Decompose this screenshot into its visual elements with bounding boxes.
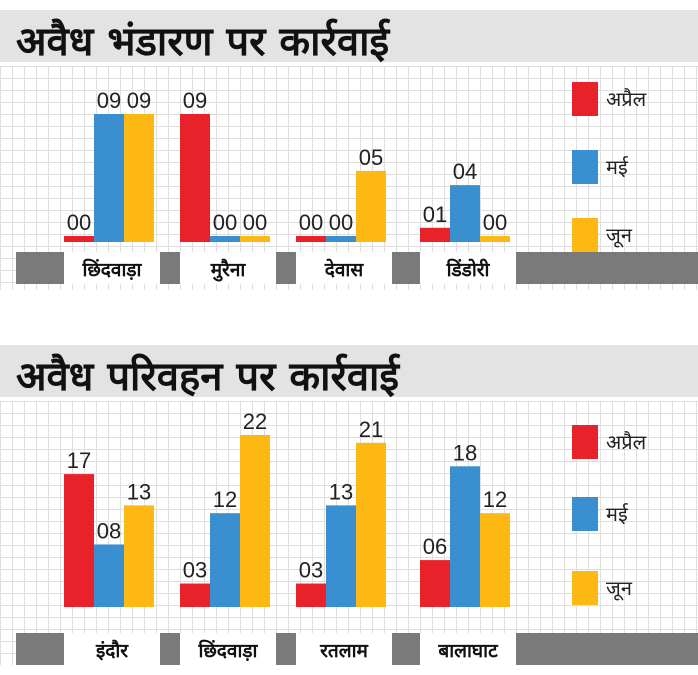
storage-category-box-0 bbox=[64, 252, 160, 284]
transport-value-label-may-3: 18 bbox=[453, 440, 477, 465]
storage-value-label-may-3: 04 bbox=[453, 159, 477, 184]
transport-bar-june-1 bbox=[240, 435, 270, 607]
transport-bar-june-2 bbox=[356, 442, 386, 607]
storage-action-panel: अवैध भंडारण पर कार्रवाई 00 09 00 01 09 00 00 04… bbox=[0, 0, 698, 335]
storage-value-label-june-1: 00 bbox=[243, 210, 267, 235]
transport-bar-chart: 17 03 03 06 08 12 13 18 13 22 21 12 इंदौर छिंदवाड़ा रत… bbox=[16, 409, 698, 665]
storage-legend-swatch-may bbox=[572, 150, 598, 184]
transport-value-label-may-0: 08 bbox=[97, 518, 121, 543]
storage-bar-june-3 bbox=[480, 236, 510, 242]
transport-value-label-june-1: 22 bbox=[243, 409, 267, 434]
storage-category-label-1: मुरैना bbox=[210, 258, 247, 282]
transport-category-box-0 bbox=[64, 633, 160, 665]
transport-legend-swatch-may bbox=[572, 497, 598, 531]
storage-value-label-april-1: 09 bbox=[183, 88, 207, 113]
storage-title-band: अवैध भंडारण पर कार्रवाई bbox=[0, 10, 698, 65]
storage-legend-swatch-june bbox=[572, 218, 598, 252]
transport-value-label-june-2: 21 bbox=[359, 417, 383, 442]
transport-bar-june-3 bbox=[480, 513, 510, 607]
transport-bar-may-1 bbox=[210, 513, 240, 607]
transport-category-box-3 bbox=[420, 633, 516, 665]
transport-legend-label-may: मई bbox=[606, 502, 629, 526]
transport-value-label-may-2: 13 bbox=[329, 479, 353, 504]
storage-value-label-may-1: 00 bbox=[213, 210, 237, 235]
transport-value-label-april-1: 03 bbox=[183, 558, 207, 583]
transport-plot-area: 17 03 03 06 08 12 13 18 13 22 21 12 इंदौर छिंदवाड़ा रत… bbox=[0, 401, 698, 665]
transport-value-label-april-0: 17 bbox=[67, 448, 91, 473]
storage-category-label-3: डिंडोरी bbox=[446, 258, 491, 281]
storage-bar-april-0 bbox=[64, 236, 94, 242]
transport-legend-label-april: अप्रैल bbox=[606, 430, 647, 454]
storage-plot-area: 00 09 00 01 09 00 00 04 09 00 05 00 छिंदवाड़ा मुरैना द… bbox=[0, 66, 698, 290]
transport-bar-april-1 bbox=[180, 583, 210, 607]
transport-bar-april-0 bbox=[64, 474, 94, 607]
storage-value-label-may-0: 09 bbox=[97, 88, 121, 113]
transport-bar-may-2 bbox=[326, 505, 356, 607]
transport-legend-swatch-june bbox=[572, 571, 598, 605]
storage-legend-label-may: मई bbox=[606, 155, 629, 179]
transport-bar-april-3 bbox=[420, 560, 450, 607]
storage-category-label-2: देवास bbox=[324, 258, 365, 281]
storage-bar-april-3 bbox=[420, 227, 450, 242]
transport-value-label-june-0: 13 bbox=[127, 479, 151, 504]
transport-bar-may-0 bbox=[94, 544, 124, 607]
storage-category-label-0: छिंदवाड़ा bbox=[82, 258, 143, 281]
transport-chart-title: अवैध परिवहन पर कार्रवाई bbox=[16, 354, 400, 400]
transport-value-label-april-3: 06 bbox=[423, 534, 447, 559]
transport-legend-swatch-april bbox=[572, 425, 598, 459]
storage-category-box-2 bbox=[296, 252, 392, 284]
transport-value-label-june-3: 12 bbox=[483, 487, 507, 512]
transport-category-label-3: बालाघाट bbox=[437, 640, 499, 662]
storage-bar-may-3 bbox=[450, 185, 480, 242]
transport-category-box-2 bbox=[296, 633, 392, 665]
transport-value-label-may-1: 12 bbox=[213, 487, 237, 512]
storage-bar-june-2 bbox=[356, 170, 386, 242]
storage-bar-june-1 bbox=[240, 236, 270, 242]
storage-value-label-june-0: 09 bbox=[127, 88, 151, 113]
transport-bar-may-3 bbox=[450, 466, 480, 607]
storage-category-box-3 bbox=[420, 252, 516, 284]
storage-value-label-april-2: 00 bbox=[299, 210, 323, 235]
transport-bar-april-2 bbox=[296, 583, 326, 607]
storage-legend-label-april: अप्रैल bbox=[606, 87, 647, 111]
storage-bar-may-0 bbox=[94, 114, 124, 242]
transport-category-label-0: इंदौर bbox=[95, 639, 129, 662]
transport-category-label-2: रतलाम bbox=[319, 640, 368, 662]
storage-value-label-may-2: 00 bbox=[329, 210, 353, 235]
transport-bar-june-0 bbox=[124, 505, 154, 607]
transport-legend-label-june: जून bbox=[606, 576, 633, 601]
storage-bar-april-1 bbox=[180, 114, 210, 242]
storage-bar-may-1 bbox=[210, 236, 240, 242]
storage-legend-swatch-april bbox=[572, 82, 598, 116]
transport-category-box-1 bbox=[180, 633, 276, 665]
transport-value-label-april-2: 03 bbox=[299, 558, 323, 583]
storage-chart-title: अवैध भंडारण पर कार्रवाई bbox=[16, 19, 390, 65]
storage-value-label-june-3: 00 bbox=[483, 210, 507, 235]
storage-category-box-1 bbox=[180, 252, 276, 284]
storage-value-label-june-2: 05 bbox=[359, 145, 383, 170]
storage-bar-june-0 bbox=[124, 114, 154, 242]
storage-value-label-april-0: 00 bbox=[67, 210, 91, 235]
storage-bar-april-2 bbox=[296, 236, 326, 242]
storage-bar-may-2 bbox=[326, 236, 356, 242]
transport-title-band: अवैध परिवहन पर कार्रवाई bbox=[0, 345, 698, 400]
storage-value-label-april-3: 01 bbox=[423, 202, 447, 227]
transport-action-panel: अवैध परिवहन पर कार्रवाई 17 03 03 06 08 12 13 18… bbox=[0, 335, 698, 675]
storage-legend-label-june: जून bbox=[606, 223, 633, 248]
transport-category-label-1: छिंदवाड़ा bbox=[198, 639, 259, 662]
